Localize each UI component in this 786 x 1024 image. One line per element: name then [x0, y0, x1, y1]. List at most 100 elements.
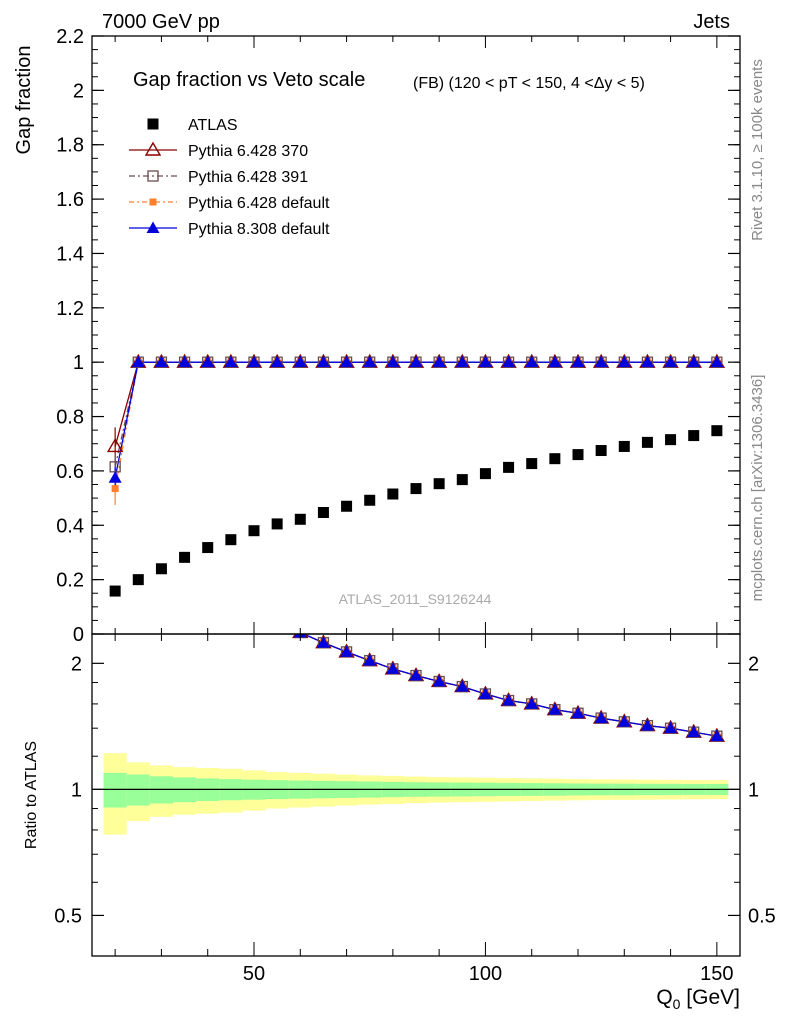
series-line-p370	[114, 361, 717, 447]
legend-marker-p6def	[149, 198, 157, 206]
point-p8def	[201, 355, 215, 368]
rivet-version-label: Rivet 3.1.10, ≥ 100k events	[749, 59, 766, 241]
point-p8def	[247, 355, 261, 368]
point-p8def	[131, 355, 145, 368]
legend-marker-p370	[144, 141, 162, 156]
y-tick-label: 1.6	[56, 189, 84, 211]
point-p8def	[224, 355, 238, 368]
point-atlas	[364, 494, 376, 506]
x-tick-label: 100	[469, 963, 502, 985]
point-p8def	[571, 355, 585, 368]
x-tick-label: 50	[243, 963, 265, 985]
ratio-y-axis-label: Ratio to ATLAS	[23, 741, 40, 849]
point-atlas	[271, 518, 283, 530]
point-p8def	[363, 355, 377, 368]
ratio-point-p8def	[687, 725, 701, 738]
ratio-point-p8def	[363, 654, 377, 666]
x-tick-label: 150	[700, 963, 733, 985]
point-atlas	[526, 458, 538, 470]
point-atlas	[132, 574, 144, 586]
point-atlas	[711, 425, 723, 437]
ratio-y-tick-label-right: 2	[748, 653, 759, 675]
y-tick-label: 2.2	[56, 26, 84, 48]
legend-marker-atlas	[147, 118, 159, 130]
point-p8def	[594, 355, 608, 368]
ratio-point-p8def	[502, 694, 516, 706]
point-p8def	[178, 355, 192, 368]
legend-label-p8def: Pythia 8.308 default	[188, 221, 330, 238]
bottom-frame	[91, 633, 741, 957]
point-p8def	[409, 355, 423, 368]
point-atlas	[549, 453, 561, 465]
ratio-marks	[292, 634, 726, 742]
point-atlas	[688, 430, 700, 442]
point-atlas	[317, 506, 329, 518]
point-atlas	[387, 488, 399, 500]
energy-label: 7000 GeV pp	[102, 11, 220, 33]
y-axis-label: Gap fraction	[13, 46, 35, 155]
point-p8def	[548, 355, 562, 368]
ratio-y-tick-label-right: 0.5	[748, 905, 776, 927]
ratio-line-p370	[302, 634, 717, 737]
ratio-point-p8def	[455, 680, 469, 692]
point-p8def	[478, 355, 492, 368]
y-tick-label: 1.4	[56, 243, 84, 265]
ratio-y-tick-label: 2	[71, 653, 82, 675]
legend: ATLAS Pythia 6.428 370 Pythia 6.428 391 Pyt…	[129, 117, 330, 238]
point-atlas	[433, 478, 445, 490]
point-p8def	[154, 355, 168, 368]
point-atlas	[456, 474, 468, 486]
ratio-point-p8def	[617, 715, 631, 727]
point-atlas	[155, 563, 167, 575]
point-p8def	[664, 355, 678, 368]
mcplots-label: mcplots.cern.ch [arXiv:1306.3436]	[749, 375, 766, 602]
y-tick-label: 1	[73, 352, 84, 374]
legend-label-p391: Pythia 6.428 391	[188, 169, 308, 186]
point-atlas	[410, 483, 422, 495]
ratio-point-p8def	[316, 636, 330, 648]
ratio-point-p8def	[594, 711, 608, 724]
point-p8def	[270, 355, 284, 368]
ratio-y-tick-label: 1	[71, 779, 82, 801]
ratio-point-p8def	[340, 645, 354, 657]
point-p8def	[340, 355, 354, 368]
point-p8def	[640, 355, 654, 368]
point-atlas	[572, 449, 584, 461]
ratio-y-tick-label: 0.5	[54, 905, 82, 927]
ratio-line-p6def	[302, 634, 717, 737]
ratio-panel: 0.5 0.5 1 1 2 2 50 100 150 Ratio to ATLAS Q0 [Ge…	[23, 633, 776, 1012]
ratio-point-p8def	[640, 719, 654, 731]
ratio-point-p8def	[409, 669, 423, 681]
ratio-y-tick-label-right: 1	[748, 779, 759, 801]
chart-subtitle: (FB) (120 < pT < 150, 4 <Δy < 5)	[413, 75, 645, 92]
point-atlas	[595, 445, 607, 457]
ratio-point-p8def	[386, 662, 400, 674]
point-p6def	[111, 485, 119, 493]
y-tick-label: 0.8	[56, 407, 84, 429]
point-p8def	[502, 355, 516, 368]
legend-label-p6def: Pythia 6.428 default	[188, 195, 330, 212]
point-atlas	[225, 534, 237, 546]
point-p8def	[525, 355, 539, 368]
point-p8def	[316, 355, 330, 368]
point-atlas	[294, 513, 306, 525]
ratio-uncertainty-band	[92, 753, 740, 835]
gap-fraction-axis: 0 0.2 0.4 0.6 0.8 1 1.2 1.4 1.6 1.8 2 2.2	[56, 26, 740, 646]
y-tick-label: 0.2	[56, 570, 84, 592]
point-p370	[106, 438, 124, 453]
ratio-point-p8def	[664, 721, 678, 734]
point-atlas	[179, 551, 191, 563]
x-axis-label: Q0 [GeV]	[656, 986, 740, 1012]
y-tick-label: 1.2	[56, 298, 84, 320]
point-p8def	[293, 355, 307, 368]
y-tick-label: 0.6	[56, 461, 84, 483]
point-p8def	[710, 355, 724, 368]
point-atlas	[341, 500, 353, 512]
gap-fraction-panel: 0 0.2 0.4 0.6 0.8 1 1.2 1.4 1.6 1.8 2 2.2 Gap fract…	[13, 26, 741, 646]
legend-marker-p391	[147, 170, 159, 182]
point-p8def	[687, 355, 701, 368]
point-atlas	[202, 542, 214, 554]
y-tick-label: 2	[73, 80, 84, 102]
series-line-p6def	[114, 361, 717, 489]
